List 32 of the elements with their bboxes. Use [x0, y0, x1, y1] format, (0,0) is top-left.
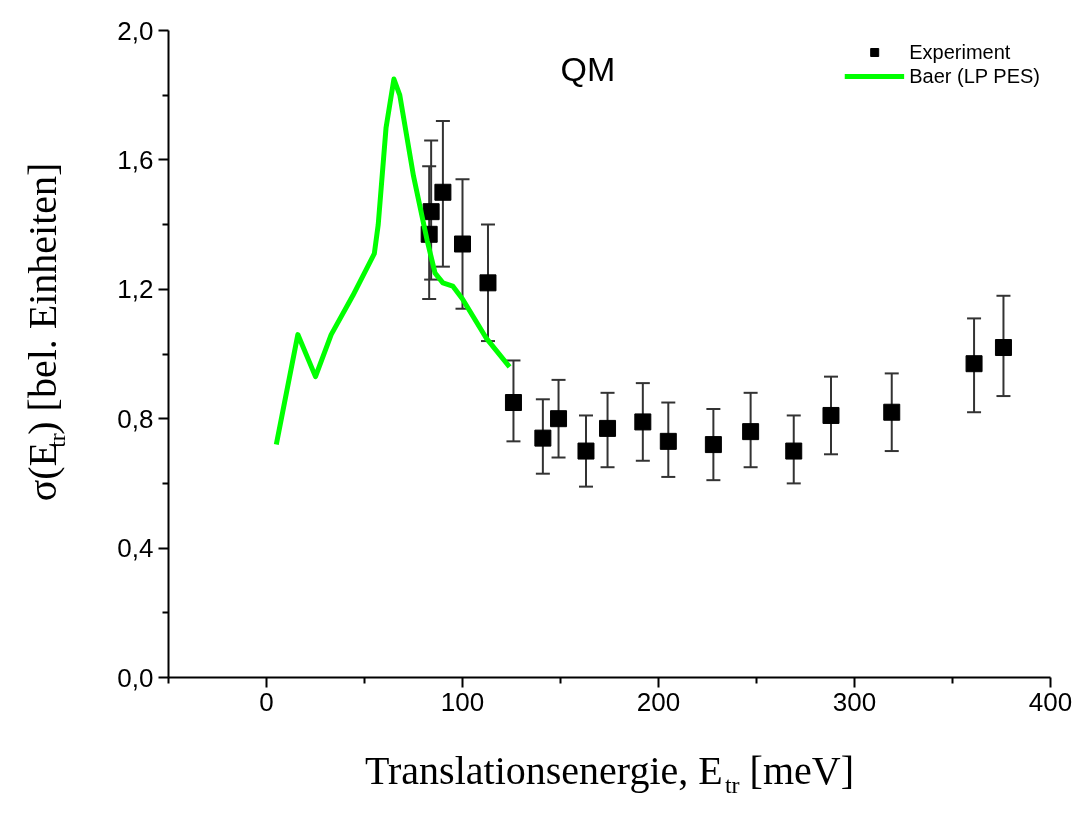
y-tick-label: 0,0	[117, 662, 154, 693]
point	[883, 403, 901, 421]
annotation: QM	[560, 49, 616, 88]
point	[577, 442, 595, 460]
point	[479, 274, 497, 292]
point	[822, 406, 840, 424]
point	[994, 339, 1012, 357]
point	[550, 410, 568, 428]
y-tick-label: 0,4	[117, 533, 154, 564]
y-tick-label: 1,2	[117, 274, 154, 305]
point	[965, 355, 983, 373]
point	[659, 432, 677, 450]
point	[454, 235, 471, 253]
point	[504, 394, 522, 412]
y-tick-label: 2,0	[117, 15, 154, 46]
point	[785, 442, 803, 460]
point	[422, 203, 440, 221]
point	[634, 413, 652, 431]
point	[704, 436, 722, 454]
point	[599, 419, 617, 437]
y-tick-label: 1,6	[117, 144, 154, 175]
point	[742, 423, 760, 441]
x-tick-label: 200	[636, 686, 681, 717]
point	[534, 429, 552, 447]
x-tick-label: 400	[1028, 686, 1073, 717]
legend-label: Baer (LP PES)	[909, 64, 1040, 88]
y-tick-label: 0,8	[117, 403, 154, 434]
point	[434, 183, 452, 201]
x-tick-label: 300	[832, 686, 877, 717]
legend-label: Experiment	[909, 40, 1011, 64]
x-tick-label: 100	[440, 686, 485, 717]
x-tick-label: 0	[259, 686, 274, 717]
